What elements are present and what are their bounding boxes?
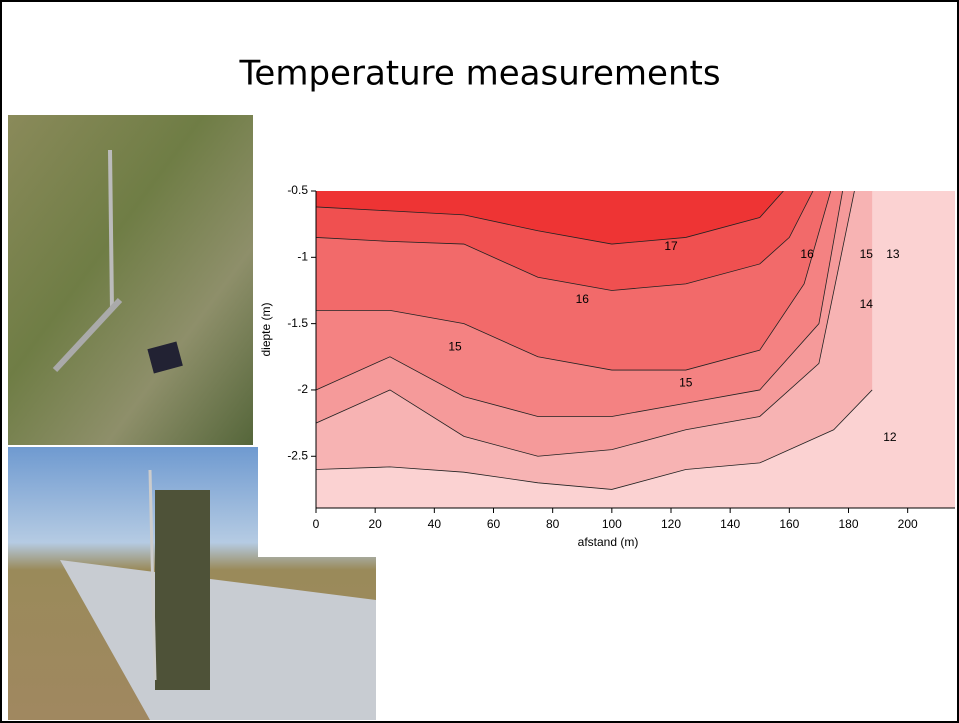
photo-ditch (8, 447, 376, 720)
x-tick-label: 60 (487, 517, 501, 531)
contour-label: 13 (886, 247, 900, 261)
y-tick-label: -0.5 (287, 183, 308, 197)
y-tick-label: -2 (297, 382, 308, 396)
x-tick-label: 160 (779, 517, 799, 531)
contour-line (316, 191, 814, 291)
contour-label: 14 (860, 297, 874, 311)
x-tick-label: 200 (898, 517, 918, 531)
contour-line (316, 191, 784, 245)
contour-line (316, 191, 843, 417)
x-axis-label: afstand (m) (578, 535, 639, 549)
x-tick-label: 180 (838, 517, 858, 531)
y-tick-label: -1.5 (287, 316, 308, 330)
contour-label: 17 (664, 239, 678, 253)
x-tick-label: 0 (313, 517, 320, 531)
contour-line (316, 191, 832, 371)
x-tick-label: 80 (546, 517, 560, 531)
contour-label: 16 (800, 247, 814, 261)
contour-line (316, 191, 855, 457)
x-tick-label: 120 (661, 517, 681, 531)
slide-title: Temperature measurements (238, 54, 720, 94)
contour-label: 15 (679, 375, 693, 389)
contour-band (316, 191, 784, 245)
contour-label: 15 (860, 247, 874, 261)
contour-line (316, 389, 873, 490)
y-axis-label: diepte (m) (259, 302, 273, 356)
contour-label: 12 (883, 430, 897, 444)
contour-label: 16 (576, 292, 590, 306)
y-tick-label: -1 (297, 249, 308, 263)
x-tick-label: 40 (428, 517, 442, 531)
x-tick-label: 20 (368, 517, 382, 531)
y-tick-label: -2.5 (287, 448, 308, 462)
photo-probe (8, 115, 253, 445)
plot-area: 17 16 15 13 16 14 15 15 12 (316, 191, 955, 508)
contour-label: 15 (448, 340, 462, 354)
x-tick-label: 140 (720, 517, 740, 531)
x-tick-label: 100 (602, 517, 622, 531)
